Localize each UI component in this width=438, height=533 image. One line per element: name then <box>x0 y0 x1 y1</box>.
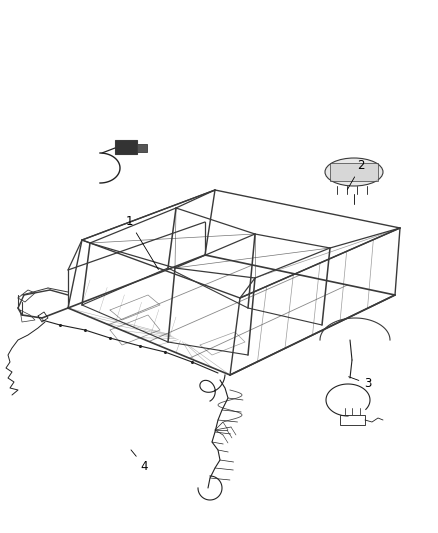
Text: 3: 3 <box>349 377 371 390</box>
Text: 2: 2 <box>347 159 365 189</box>
Ellipse shape <box>325 158 383 186</box>
Bar <box>340 415 365 425</box>
Bar <box>330 163 378 181</box>
Text: 4: 4 <box>131 450 148 473</box>
Bar <box>137 144 147 152</box>
Text: 1: 1 <box>125 215 159 270</box>
Bar <box>115 140 137 154</box>
